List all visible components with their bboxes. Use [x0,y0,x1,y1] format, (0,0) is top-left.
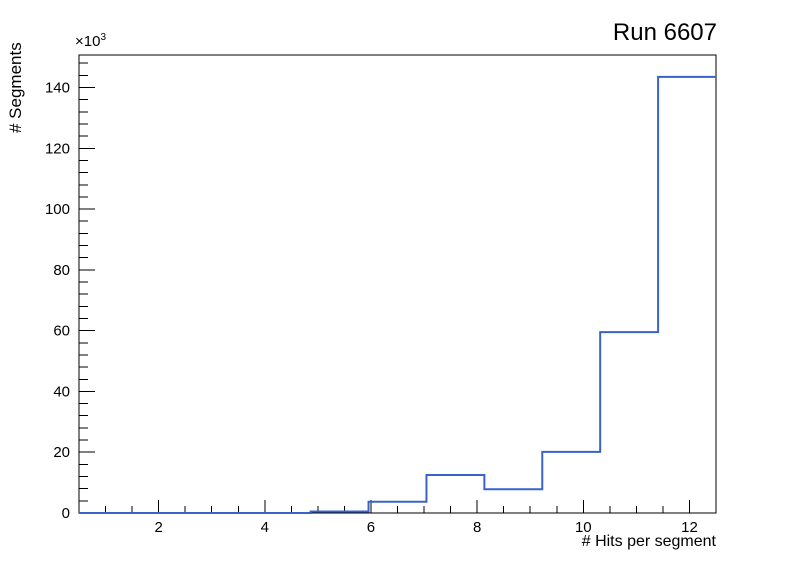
y-tick-label: 100 [45,201,70,218]
y-tick-label: 140 [45,80,70,97]
x-tick-label: 12 [681,519,698,536]
y-axis-power-exponent: 3 [100,32,107,43]
y-tick-label: 20 [53,444,70,461]
y-axis-power-base: ×10 [75,33,101,50]
y-tick-label: 60 [53,323,70,340]
plot-frame [78,54,717,514]
y-axis-power-label: ×103 [75,32,106,50]
y-tick-label: 0 [62,505,70,522]
y-tick-label: 80 [53,262,70,279]
x-tick-label: 8 [473,519,481,536]
y-tick-label: 40 [53,383,70,400]
histogram-line [79,75,716,514]
plot-title: Run 6607 [612,19,717,46]
y-tick-label: 120 [45,140,70,157]
y-axis-title: # Segments [6,42,25,133]
x-tick-label: 4 [261,519,269,536]
x-tick-label: 10 [575,519,592,536]
x-axis-title: # Hits per segment [581,533,716,550]
x-tick-label: 2 [154,519,162,536]
x-tick-label: 6 [367,519,375,536]
